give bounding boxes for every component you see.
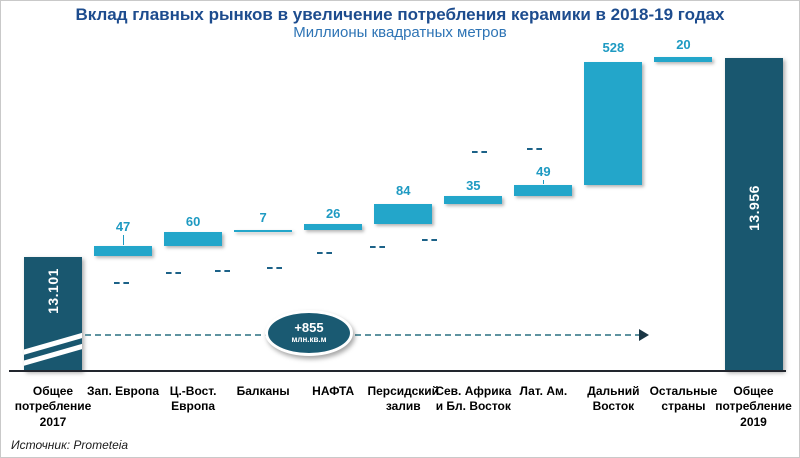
category-label-west-europe: Зап. Европа	[87, 384, 160, 398]
bar-north-africa-middle-east	[444, 196, 503, 205]
hidden-series-dash-marker	[114, 282, 129, 284]
hidden-series-dash-marker	[422, 239, 437, 241]
bar-balkans	[234, 229, 293, 233]
category-label-latin-america: Лат. Ам.	[519, 384, 568, 398]
value-label-latin-america: 49	[536, 163, 551, 179]
hidden-series-dash-marker	[317, 252, 332, 254]
bar-total-2017: 13.101	[24, 256, 82, 371]
hidden-series-dash-marker	[215, 270, 230, 272]
bar-central-east-europe	[164, 231, 223, 246]
hidden-series-dash-marker	[267, 267, 282, 269]
badge-unit: млн.кв.м	[291, 335, 327, 345]
label-tick-latin-america	[543, 179, 545, 184]
category-label-total-2017: Общее потребление 2017	[14, 384, 92, 429]
value-label-persian-gulf: 84	[396, 183, 411, 199]
bar-far-east	[584, 61, 643, 185]
value-label-west-europe: 47	[115, 218, 131, 234]
total-growth-badge: +855 млн.кв.м	[265, 310, 353, 356]
bar-latin-america	[514, 184, 573, 197]
category-label-persian-gulf: Персидский залив	[367, 384, 440, 414]
growth-arrow-head-icon	[639, 329, 649, 341]
bar-persian-gulf	[374, 204, 433, 224]
category-label-nafta: НАФТА	[312, 384, 355, 398]
chart-subtitle: Миллионы квадратных метров	[293, 24, 507, 41]
bar-other-countries	[654, 57, 713, 62]
bar-total-2019: 13.956	[724, 57, 783, 371]
category-label-far-east: Дальний Восток	[587, 384, 640, 414]
value-label-other-countries: 20	[676, 37, 691, 53]
value-label-nafta: 26	[325, 205, 341, 221]
value-label-balkans: 7	[259, 209, 267, 225]
label-tick-west-europe	[123, 234, 125, 245]
hidden-series-dash-marker	[370, 246, 385, 248]
bar-nafta	[304, 223, 363, 230]
value-label-north-africa-middle-east: 35	[466, 178, 481, 194]
value-label-far-east: 528	[602, 39, 625, 55]
source-note: Источник: Prometeia	[11, 438, 129, 452]
hidden-series-dash-marker	[472, 151, 487, 153]
category-label-total-2019: Общее потребление 2019	[715, 384, 792, 429]
category-label-north-africa-middle-east: Сев. Африка и Бл. Восток	[435, 384, 512, 414]
category-label-other-countries: Остальные страны	[649, 384, 718, 414]
category-label-central-east-europe: Ц.-Вост. Европа	[169, 384, 217, 414]
hidden-series-dash-marker	[527, 148, 542, 150]
growth-arrow-dashed-line	[85, 334, 641, 336]
value-label-central-east-europe: 60	[185, 213, 201, 229]
category-label-balkans: Балканы	[236, 384, 290, 398]
bar-west-europe	[94, 245, 153, 257]
total-value-label-total-2019: 13.956	[745, 185, 762, 231]
x-axis-line	[9, 370, 786, 372]
page-title: Вклад главных рынков в увеличение потреб…	[75, 5, 725, 24]
hidden-series-dash-marker	[166, 272, 181, 274]
total-value-label-total-2017: 13.101	[45, 267, 61, 314]
badge-value: +855	[294, 320, 324, 336]
